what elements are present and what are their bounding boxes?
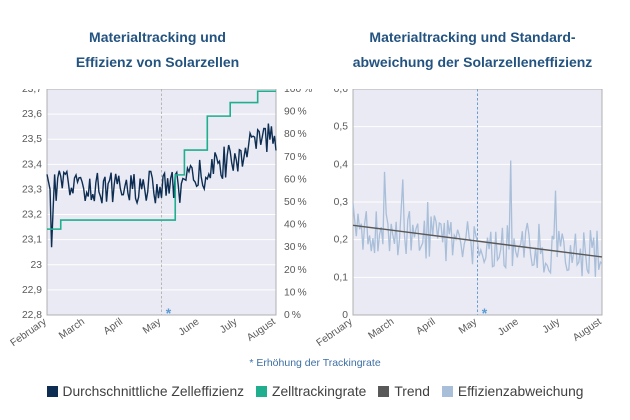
svg-text:23,7: 23,7 — [22, 89, 42, 95]
svg-text:April: April — [102, 316, 125, 337]
svg-text:*: * — [166, 305, 172, 321]
svg-text:0,3: 0,3 — [334, 197, 349, 208]
svg-text:0,1: 0,1 — [334, 272, 349, 283]
svg-text:23,3: 23,3 — [22, 184, 42, 195]
svg-text:60 %: 60 % — [284, 174, 307, 185]
svg-text:23,6: 23,6 — [22, 109, 42, 120]
svg-text:80 %: 80 % — [284, 129, 307, 140]
svg-text:February: February — [315, 316, 355, 349]
svg-text:0,6: 0,6 — [334, 89, 349, 95]
svg-text:23,2: 23,2 — [22, 210, 42, 221]
svg-text:June: June — [177, 316, 202, 338]
svg-text:August: August — [571, 316, 604, 343]
svg-text:March: March — [57, 316, 87, 342]
svg-text:August: August — [245, 316, 278, 343]
svg-text:June: June — [496, 316, 521, 338]
svg-text:20 %: 20 % — [284, 265, 307, 276]
svg-text:0 %: 0 % — [284, 310, 301, 321]
svg-text:23,1: 23,1 — [22, 235, 42, 246]
svg-text:10 %: 10 % — [284, 287, 307, 298]
svg-text:50 %: 50 % — [284, 197, 307, 208]
svg-text:May: May — [457, 316, 480, 337]
svg-text:23,4: 23,4 — [22, 159, 42, 170]
svg-text:70 %: 70 % — [284, 152, 307, 163]
svg-text:90 %: 90 % — [284, 107, 307, 118]
svg-text:March: March — [367, 316, 397, 342]
svg-text:April: April — [414, 316, 437, 337]
svg-text:0,2: 0,2 — [334, 235, 349, 246]
svg-text:22,9: 22,9 — [22, 285, 42, 296]
svg-text:30 %: 30 % — [284, 242, 307, 253]
svg-text:*: * — [482, 305, 488, 321]
svg-text:0,5: 0,5 — [334, 122, 349, 133]
svg-text:40 %: 40 % — [284, 220, 307, 231]
svg-text:July: July — [541, 316, 563, 336]
svg-text:July: July — [218, 316, 240, 336]
svg-text:May: May — [141, 316, 164, 337]
svg-text:23,5: 23,5 — [22, 134, 42, 145]
svg-text:23: 23 — [31, 260, 43, 271]
svg-text:0,4: 0,4 — [334, 159, 349, 170]
svg-text:100 %: 100 % — [284, 89, 312, 95]
